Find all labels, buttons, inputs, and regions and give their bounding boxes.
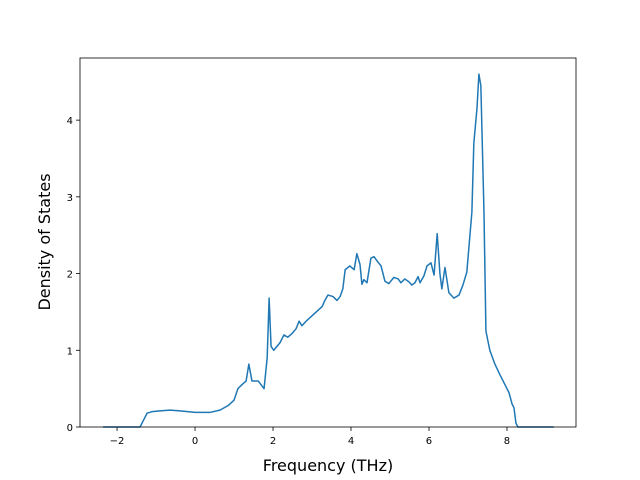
- x-tick-label: 2: [270, 436, 276, 447]
- y-axis-label: Density of States: [35, 173, 54, 310]
- x-tick-label: 0: [192, 436, 198, 447]
- y-tick-label: 0: [67, 423, 73, 434]
- x-tick-label: 6: [426, 436, 432, 447]
- x-tick-label: 8: [504, 436, 510, 447]
- y-tick-label: 4: [67, 116, 73, 127]
- y-tick-label: 2: [67, 270, 73, 281]
- x-tick-label: −2: [110, 436, 125, 447]
- y-tick-label: 3: [67, 193, 73, 204]
- y-tick-label: 1: [67, 346, 73, 357]
- plot-frame: [79, 57, 577, 428]
- x-tick-label: 4: [348, 436, 354, 447]
- line-series: [103, 73, 554, 428]
- x-axis-label: Frequency (THz): [263, 456, 393, 475]
